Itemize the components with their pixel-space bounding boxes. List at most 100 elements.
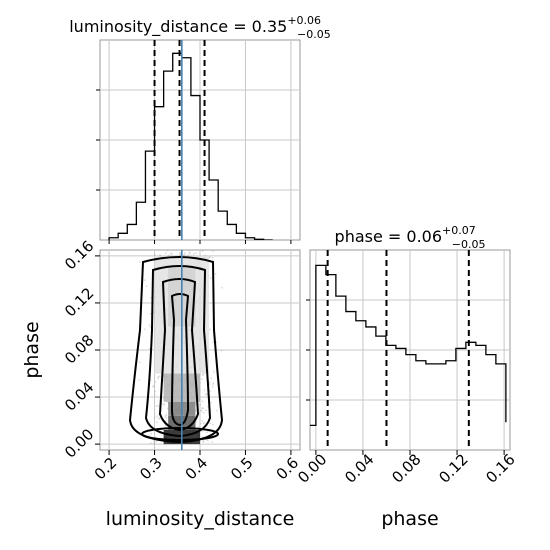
joint-ytick-label-2: 0.08 xyxy=(61,331,97,367)
joint-scatter-point xyxy=(150,297,152,299)
joint-scatter-point xyxy=(164,252,167,255)
joint-x-ticks: 0.2 0.3 0.4 0.5 0.6 xyxy=(91,450,302,483)
lum-marginal-ticks xyxy=(96,89,292,244)
joint-scatter-point xyxy=(202,411,205,414)
joint-scatter-point xyxy=(214,273,217,275)
joint-ytick-label-0: 0.00 xyxy=(61,425,97,461)
joint-scatter-point xyxy=(202,441,205,443)
joint-scatter-point xyxy=(157,377,160,380)
joint-scatter-point xyxy=(155,415,158,418)
joint-scatter-point xyxy=(148,324,151,326)
lum-marginal-title: luminosity_distance = 0.35+0.06 −0.05 xyxy=(69,14,331,41)
joint-scatter-point xyxy=(152,385,155,388)
joint-scatter-point xyxy=(192,253,195,256)
lum-title-sub: −0.05 xyxy=(297,28,331,41)
joint-scatter-point xyxy=(201,250,204,252)
joint-ytick-label-1: 0.04 xyxy=(61,378,97,414)
joint-scatter-point xyxy=(150,432,153,435)
joint-scatter-point xyxy=(204,254,207,257)
joint-contour-2 xyxy=(158,278,200,432)
joint-scatter-point xyxy=(211,441,214,443)
joint-contour-3 xyxy=(170,293,190,427)
joint-contour-0 xyxy=(128,256,224,444)
phase-xtick-label-1: 0.04 xyxy=(341,450,377,486)
joint-scatter-point xyxy=(153,441,156,444)
joint-scatter-point xyxy=(155,405,158,408)
joint-scatter-point xyxy=(203,389,206,391)
joint-scatter-point xyxy=(179,252,182,254)
joint-scatter-point xyxy=(203,422,206,424)
joint-scatter-point xyxy=(157,376,160,378)
joint-scatter-point xyxy=(206,439,209,442)
joint-scatter-point xyxy=(163,404,166,406)
joint-scatter-point xyxy=(143,328,146,331)
lum-title-sup: +0.06 xyxy=(287,14,321,27)
joint-scatter-point xyxy=(170,252,173,255)
joint-xtick-label-2: 0.4 xyxy=(182,454,212,484)
phase-title-sub: −0.05 xyxy=(452,238,486,251)
joint-scatter-point xyxy=(201,430,204,433)
joint-scatter-point xyxy=(187,253,190,256)
phase-x-ticks: 0.00 0.04 0.08 0.12 0.16 xyxy=(294,450,519,487)
joint-scatter-point xyxy=(164,415,167,418)
joint-scatter-point xyxy=(202,373,204,376)
joint-scatter-point xyxy=(212,370,215,373)
joint-scatter-point xyxy=(153,394,156,396)
joint-contours xyxy=(128,256,224,444)
joint-scatter-point xyxy=(201,400,204,403)
joint-scatter-point xyxy=(212,423,214,426)
phase-x-label: phase xyxy=(381,508,438,530)
joint-scatter-point xyxy=(138,378,141,381)
joint-scatter-point xyxy=(206,393,209,396)
joint-scatter-point xyxy=(139,361,141,364)
joint-scatter-point xyxy=(158,418,161,420)
joint-scatter-point xyxy=(168,254,171,257)
joint-scatter-point xyxy=(184,251,187,254)
lum-histogram xyxy=(108,52,273,240)
joint-y-label: phase xyxy=(21,321,43,378)
joint-xtick-label-3: 0.5 xyxy=(227,454,257,484)
joint-scatter-point xyxy=(204,409,207,412)
joint-scatter-point xyxy=(188,250,190,252)
joint-scatter-point xyxy=(200,422,202,425)
phase-histogram-step xyxy=(310,264,507,427)
joint-scatter-point xyxy=(166,250,169,252)
joint-scatter-point xyxy=(211,386,214,388)
joint-scatter-point xyxy=(164,420,167,422)
joint-scatter-point xyxy=(138,261,141,263)
joint-scatter-point xyxy=(200,409,203,412)
joint-scatter-point xyxy=(210,277,212,280)
joint-scatter-point xyxy=(153,417,156,419)
joint-scatter-point xyxy=(154,381,157,383)
joint-scatter-point xyxy=(189,252,191,255)
joint-scatter-point xyxy=(212,382,215,385)
joint-scatter-point xyxy=(210,377,213,380)
joint-scatter-point xyxy=(144,279,146,282)
joint-scatter-point xyxy=(202,374,205,376)
joint-scatter-point xyxy=(149,442,152,444)
joint-scatter-point xyxy=(157,417,160,419)
joint-scatter-point xyxy=(153,443,156,445)
joint-scatter-point xyxy=(170,253,173,255)
joint-scatter-point xyxy=(216,409,218,412)
joint-scatter-point xyxy=(201,407,204,410)
joint-contour-1 xyxy=(144,265,212,438)
joint-x-label: luminosity_distance xyxy=(106,508,295,530)
joint-scatter-point xyxy=(165,414,168,417)
phase-xtick-label-0: 0.00 xyxy=(294,450,330,486)
phase-histogram xyxy=(310,264,507,427)
joint-panel: 0.2 0.3 0.4 0.5 0.6 0.000.040.080.120.16 lum… xyxy=(21,237,302,530)
lum-marginal-panel: luminosity_distance = 0.35+0.06 −0.05 xyxy=(69,14,331,244)
joint-scatter-point xyxy=(221,286,224,289)
joint-scatter-point xyxy=(179,252,182,254)
joint-scatter-point xyxy=(201,420,204,422)
joint-scatter-point xyxy=(188,251,191,254)
phase-xtick-label-4: 0.16 xyxy=(482,450,518,486)
joint-scatter-point xyxy=(156,421,158,424)
joint-scatter-point xyxy=(162,402,165,405)
phase-xtick-label-2: 0.08 xyxy=(388,450,424,486)
phase-xtick-label-3: 0.12 xyxy=(435,450,471,486)
phase-marginal-panel: 0.00 0.04 0.08 0.12 0.16 phase = 0.06+0.07 −0… xyxy=(294,224,519,530)
joint-scatter-point xyxy=(158,375,161,378)
